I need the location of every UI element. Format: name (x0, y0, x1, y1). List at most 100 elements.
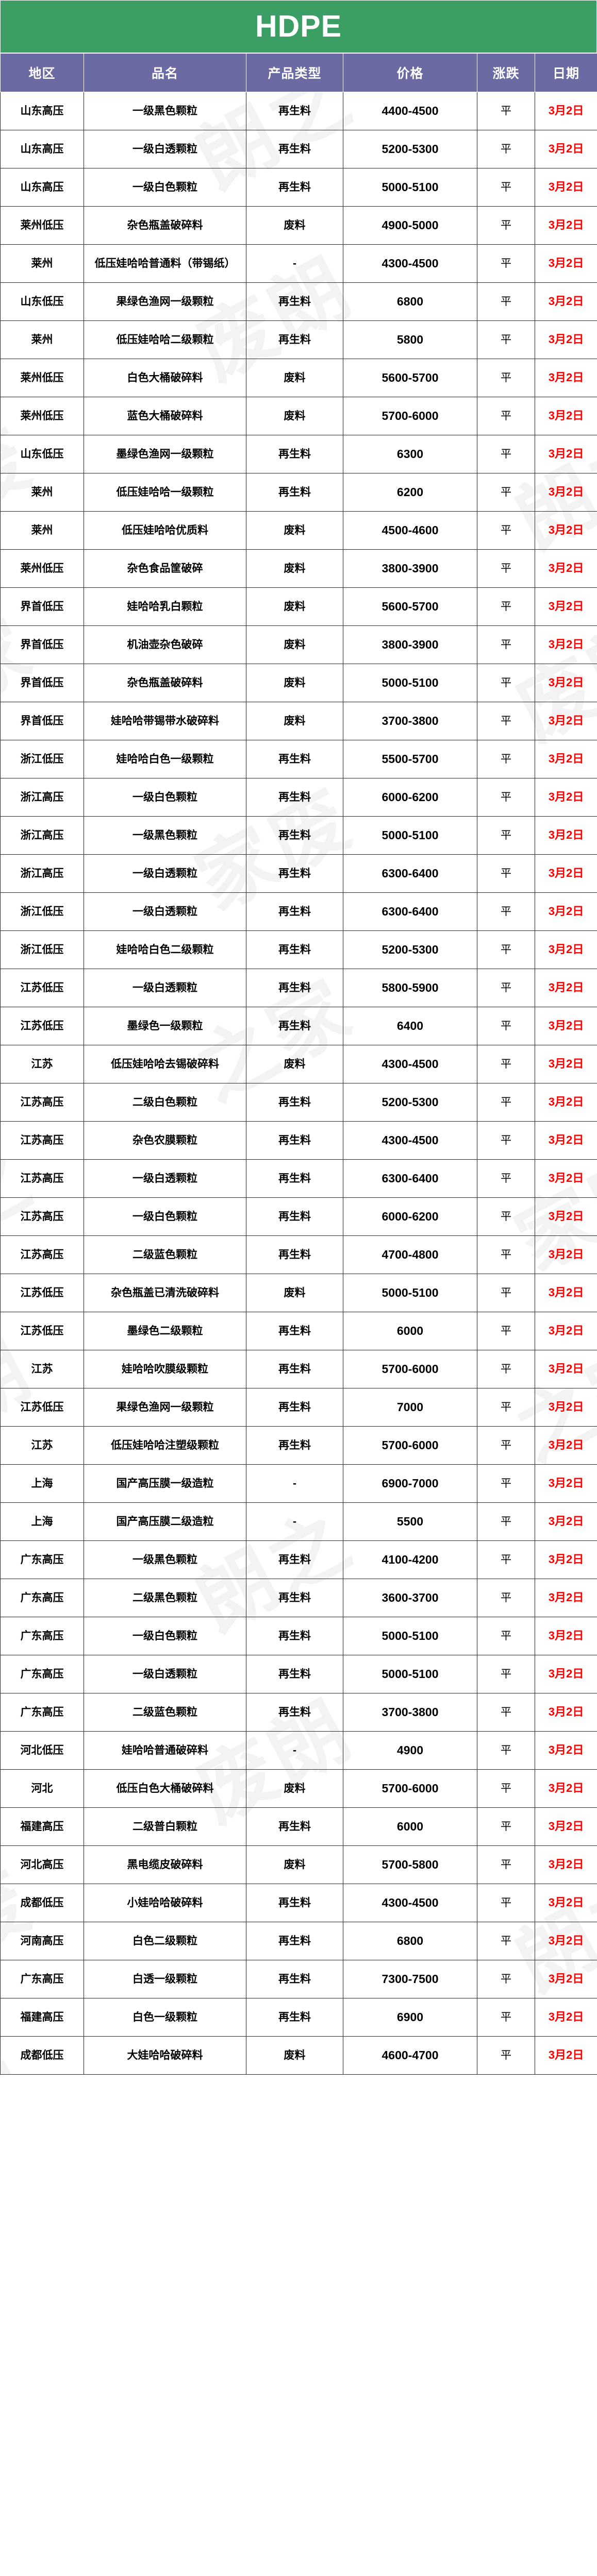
cell-region: 福建高压 (0, 1807, 84, 1846)
cell-date: 3月2日 (535, 778, 597, 817)
table-row: 江苏高压 一级白透颗粒 再生料 6300-6400 平 3月2日 (0, 1159, 597, 1198)
cell-type: 再生料 (246, 1922, 343, 1960)
cell-price: 6000-6200 (343, 1197, 477, 1236)
cell-product: 二级黑色颗粒 (84, 1579, 246, 1617)
cell-product: 一级白透颗粒 (84, 969, 246, 1007)
cell-product: 娃哈哈吹膜级颗粒 (84, 1350, 246, 1388)
cell-date: 3月2日 (535, 1731, 597, 1770)
cell-date: 3月2日 (535, 1312, 597, 1350)
cell-product: 蓝色大桶破碎料 (84, 397, 246, 435)
cell-price: 7300-7500 (343, 1960, 477, 1998)
table-row: 山东低压 墨绿色渔网一级颗粒 再生料 6300 平 3月2日 (0, 435, 597, 473)
table-row: 山东高压 一级黑色颗粒 再生料 4400-4500 平 3月2日 (0, 92, 597, 130)
table-row: 上海 国产高压膜二级造粒 -5500 平 3月2日 (0, 1502, 597, 1541)
cell-region: 广东高压 (0, 1655, 84, 1693)
cell-change: 平 (477, 1007, 535, 1045)
cell-date: 3月2日 (535, 1998, 597, 2037)
cell-change: 平 (477, 473, 535, 512)
cell-type: 废料 (246, 359, 343, 397)
cell-change: 平 (477, 206, 535, 245)
cell-region: 江苏高压 (0, 1121, 84, 1160)
column-header-date[interactable]: 日期 (535, 53, 597, 92)
cell-region: 福建高压 (0, 1998, 84, 2037)
cell-change: 平 (477, 1693, 535, 1732)
table-row: 莱州低压 蓝色大桶破碎料 废料 5700-6000 平 3月2日 (0, 397, 597, 435)
cell-date: 3月2日 (535, 549, 597, 588)
cell-type: 废料 (246, 625, 343, 664)
cell-region: 江苏高压 (0, 1083, 84, 1122)
cell-product: 杂色食品筐破碎 (84, 549, 246, 588)
cell-product: 大娃哈哈破碎料 (84, 2036, 246, 2075)
cell-type: 再生料 (246, 1540, 343, 1579)
column-header-price[interactable]: 价格 (343, 53, 477, 92)
cell-region: 浙江低压 (0, 892, 84, 931)
cell-region: 江苏 (0, 1045, 84, 1083)
cell-price: 5500-5700 (343, 740, 477, 778)
cell-price: 5000-5100 (343, 1274, 477, 1312)
cell-date: 3月2日 (535, 1197, 597, 1236)
table-row: 广东高压 二级黑色颗粒 再生料 3600-3700 平 3月2日 (0, 1579, 597, 1617)
cell-date: 3月2日 (535, 1350, 597, 1388)
cell-date: 3月2日 (535, 930, 597, 969)
table-row: 莱州 低压娃哈哈普通料（带锡纸） -4300-4500 平 3月2日 (0, 244, 597, 283)
cell-type: - (246, 1464, 343, 1503)
cell-product: 娃哈哈白色一级颗粒 (84, 740, 246, 778)
cell-type: 再生料 (246, 1235, 343, 1274)
cell-change: 平 (477, 320, 535, 359)
cell-product: 白色大桶破碎料 (84, 359, 246, 397)
cell-region: 上海 (0, 1502, 84, 1541)
cell-type: - (246, 1731, 343, 1770)
cell-type: 废料 (246, 1045, 343, 1083)
cell-price: 6300 (343, 435, 477, 473)
cell-region: 成都低压 (0, 1884, 84, 1922)
cell-product: 娃哈哈带锡带水破碎料 (84, 702, 246, 740)
cell-product: 杂色瓶盖破碎料 (84, 664, 246, 702)
cell-price: 6200 (343, 473, 477, 512)
table-row: 莱州 低压娃哈哈优质料 废料 4500-4600 平 3月2日 (0, 511, 597, 550)
cell-change: 平 (477, 1388, 535, 1427)
cell-change: 平 (477, 1617, 535, 1655)
cell-price: 4700-4800 (343, 1235, 477, 1274)
cell-product: 低压娃哈哈一级颗粒 (84, 473, 246, 512)
cell-type: 废料 (246, 2036, 343, 2075)
table-row: 浙江低压 娃哈哈白色二级颗粒 再生料 5200-5300 平 3月2日 (0, 930, 597, 969)
cell-date: 3月2日 (535, 587, 597, 626)
cell-product: 低压娃哈哈优质料 (84, 511, 246, 550)
cell-type: 废料 (246, 206, 343, 245)
table-row: 河北 低压白色大桶破碎料 废料 5700-6000 平 3月2日 (0, 1769, 597, 1808)
cell-change: 平 (477, 1274, 535, 1312)
cell-date: 3月2日 (535, 969, 597, 1007)
cell-price: 6300-6400 (343, 1159, 477, 1198)
cell-product: 墨绿色二级颗粒 (84, 1312, 246, 1350)
cell-date: 3月2日 (535, 282, 597, 321)
cell-date: 3月2日 (535, 625, 597, 664)
cell-region: 浙江高压 (0, 854, 84, 893)
cell-date: 3月2日 (535, 1274, 597, 1312)
cell-change: 平 (477, 702, 535, 740)
cell-type: 再生料 (246, 1426, 343, 1465)
cell-region: 河北 (0, 1769, 84, 1808)
table-row: 河北高压 黑电缆皮破碎料 废料 5700-5800 平 3月2日 (0, 1845, 597, 1884)
column-header-region[interactable]: 地区 (0, 53, 84, 92)
cell-change: 平 (477, 435, 535, 473)
cell-change: 平 (477, 1197, 535, 1236)
cell-date: 3月2日 (535, 1845, 597, 1884)
cell-product: 墨绿色一级颗粒 (84, 1007, 246, 1045)
cell-region: 山东低压 (0, 435, 84, 473)
column-header-product[interactable]: 品名 (84, 53, 246, 92)
column-header-change[interactable]: 涨跌 (477, 53, 535, 92)
cell-date: 3月2日 (535, 1121, 597, 1160)
cell-region: 界首低压 (0, 587, 84, 626)
cell-region: 成都低压 (0, 2036, 84, 2075)
cell-type: 再生料 (246, 1197, 343, 1236)
cell-price: 6000-6200 (343, 778, 477, 817)
cell-product: 杂色瓶盖已清洗破碎料 (84, 1274, 246, 1312)
cell-type: 再生料 (246, 1617, 343, 1655)
cell-change: 平 (477, 664, 535, 702)
cell-change: 平 (477, 130, 535, 168)
cell-type: - (246, 1502, 343, 1541)
cell-region: 江苏 (0, 1426, 84, 1465)
column-header-type[interactable]: 产品类型 (246, 53, 343, 92)
cell-product: 白色二级颗粒 (84, 1922, 246, 1960)
table-row: 莱州 低压娃哈哈一级颗粒 再生料 6200 平 3月2日 (0, 473, 597, 512)
